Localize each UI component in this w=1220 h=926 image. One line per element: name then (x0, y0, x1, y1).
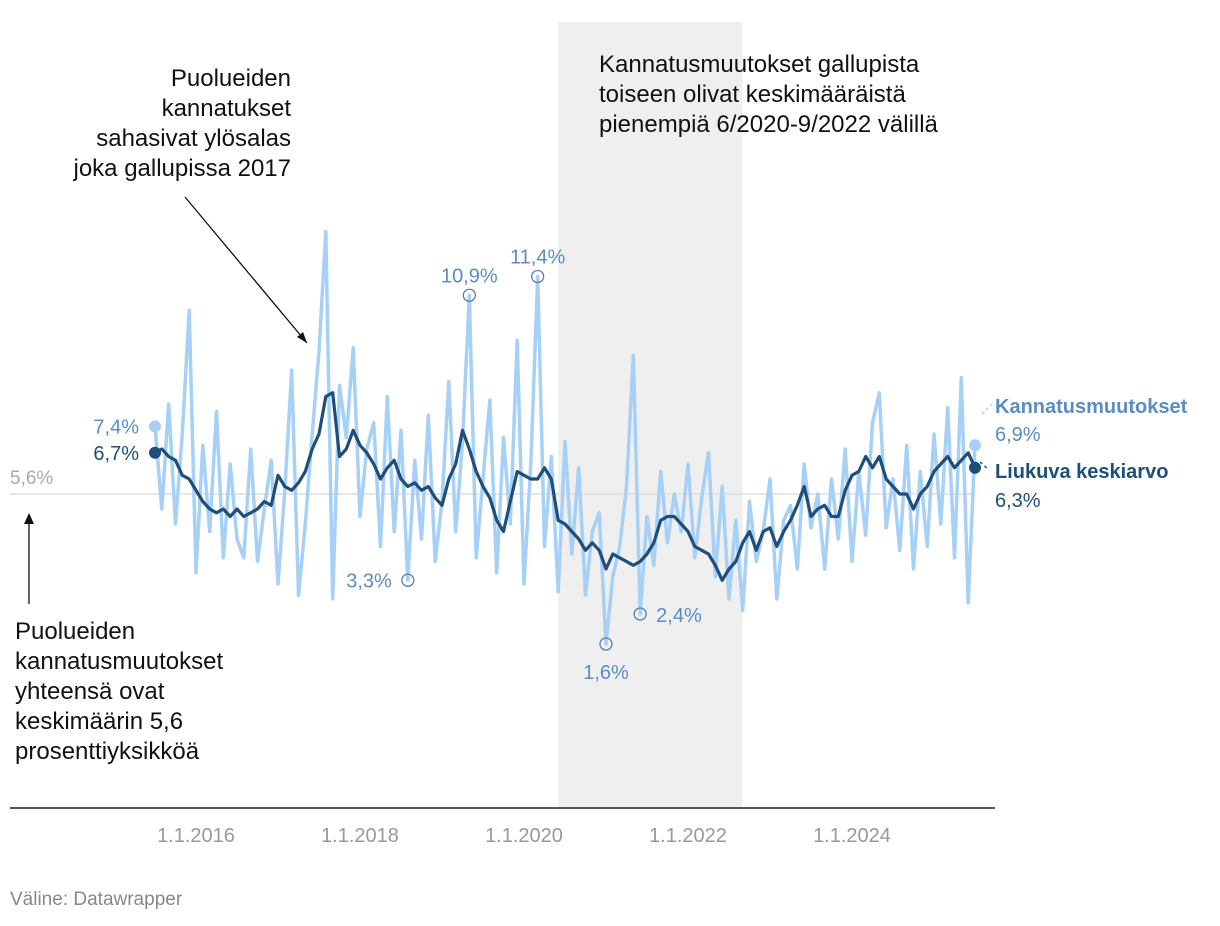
point-marker (633, 607, 647, 621)
series-line-raw (153, 229, 977, 646)
point-label: 7,4% (93, 417, 139, 439)
point-label: 3,3% (346, 570, 392, 592)
average-annotation-text: Puolueiden kannatusmuutokset yhteensä ovat… (15, 618, 224, 765)
average-annotation: Puolueiden kannatusmuutokset yhteensä ovat… (15, 617, 223, 767)
point-marker (599, 637, 613, 651)
point-label-layer: 7,4% 6,7% 3,3% 10,9% 11,4% 1,6% 2,4% (93, 247, 702, 685)
spike-annotation-text: Puolueiden kannatukset sahasivat ylösalas j… (73, 65, 292, 182)
legend-raw-value: 6,9% (995, 424, 1041, 446)
shaded-annotation-text: Kannatusmuutokset gallupista toiseen oliv… (599, 51, 938, 138)
point-marker (531, 269, 545, 284)
average-reference-label: 5,6% (10, 468, 53, 489)
spike-arrow-head (297, 332, 307, 343)
spike-annotation: Puolueiden kannatukset sahasivat ylösalas j… (74, 64, 292, 184)
legend-raw-name: Kannatusmuutokset (995, 396, 1188, 418)
series-line-average (153, 391, 977, 582)
spike-annotation-arrow (184, 196, 308, 344)
point-label: 2,4% (656, 605, 702, 627)
raw-start-dot (149, 420, 161, 433)
series-layer (149, 229, 981, 646)
raw-legend-leader (981, 403, 993, 415)
average-arrow-head (24, 513, 34, 524)
average-start-dot (149, 446, 161, 459)
legend-avg-value: 6,3% (995, 490, 1041, 512)
point-label: 10,9% (441, 265, 498, 287)
source-credit: Väline: Datawrapper (10, 889, 183, 910)
legend-avg-name: Liukuva keskiarvo (995, 461, 1168, 483)
average-end-dot (969, 461, 981, 474)
point-marker (462, 288, 476, 302)
x-tick-label: 1.1.2016 (157, 825, 235, 847)
x-tick-label: 1.1.2024 (813, 825, 891, 847)
shaded-period (558, 22, 743, 808)
point-marker (401, 573, 415, 587)
point-label: 11,4% (510, 247, 565, 269)
avg-legend-leader (979, 461, 990, 471)
point-label: 6,7% (93, 443, 139, 465)
raw-end-dot (969, 439, 981, 452)
x-axis-ticks: 1.1.2016 1.1.2018 1.1.2020 1.1.2022 1.1.2024 (157, 825, 891, 847)
shaded-annotation: Kannatusmuutokset gallupista toiseen oliv… (599, 50, 938, 140)
x-tick-label: 1.1.2020 (485, 825, 563, 847)
point-label: 1,6% (583, 662, 629, 684)
x-tick-label: 1.1.2018 (321, 825, 399, 847)
x-tick-label: 1.1.2022 (649, 825, 727, 847)
